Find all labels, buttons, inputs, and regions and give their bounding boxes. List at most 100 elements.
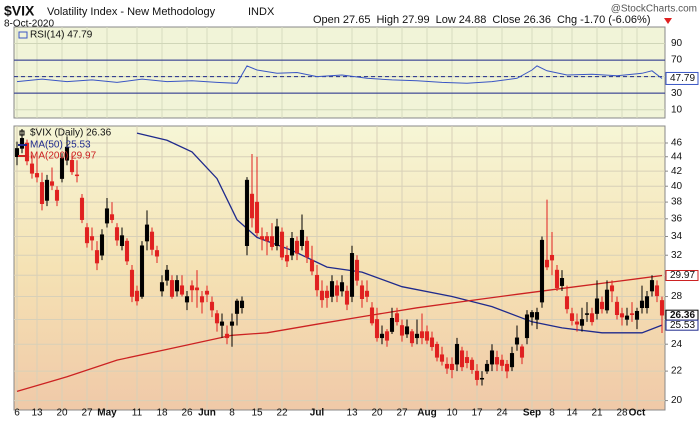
candle-body: [239, 300, 245, 309]
candle-body: [339, 282, 345, 292]
candle-body: [479, 377, 485, 380]
candle-body: [654, 285, 660, 297]
candle-body: [564, 296, 570, 310]
candle-body: [649, 280, 655, 292]
candle-body: [404, 326, 410, 335]
candle-body: [279, 231, 285, 258]
legend-entry: MA(200) 29.97: [30, 151, 97, 162]
x-tick-label: 20: [56, 408, 68, 419]
quote-value: 27.99: [402, 14, 430, 26]
candle-body: [89, 236, 95, 241]
candle-body: [454, 343, 460, 365]
candle-body: [499, 359, 505, 366]
candle-body: [319, 290, 325, 301]
candle-body: [119, 235, 125, 246]
x-tick-label: 24: [496, 408, 508, 419]
y-tick-label: 10: [671, 104, 683, 115]
candle-body: [164, 269, 170, 281]
candle-body: [139, 245, 145, 297]
candle-body: [619, 313, 625, 318]
candle-body: [394, 313, 400, 323]
candle-body: [334, 285, 340, 296]
y-tick-label: 34: [671, 231, 683, 242]
x-tick-label: 8: [549, 408, 555, 419]
candle-body: [214, 313, 220, 324]
candle-body: [229, 321, 235, 326]
candle-body: [39, 182, 45, 204]
candle-body: [354, 259, 360, 281]
candle-body: [399, 325, 405, 336]
quote-value: 27.65: [343, 14, 371, 26]
quote-value: 24.88: [459, 14, 487, 26]
candle-body: [574, 321, 580, 325]
candle-body: [384, 331, 390, 341]
candle-body: [29, 163, 35, 174]
price-panel: [13, 125, 666, 411]
x-tick-label: 27: [396, 408, 408, 419]
candle-body: [44, 179, 50, 201]
y-tick-label: 28: [671, 291, 683, 302]
candle-body: [199, 296, 205, 303]
line: [136, 132, 663, 334]
candle-body: [264, 236, 270, 242]
candle-body: [329, 281, 335, 297]
candle-body: [444, 363, 450, 369]
candle-body: [459, 350, 465, 368]
candle-body: [484, 363, 490, 372]
x-tick-label: 6: [14, 408, 20, 419]
y-tick-label: 32: [671, 250, 683, 261]
candle-body: [509, 353, 515, 368]
line: [16, 274, 663, 393]
candle-body: [114, 227, 120, 241]
candle-body: [489, 350, 495, 365]
candle-body: [554, 269, 560, 289]
candle-body: [159, 282, 165, 292]
y-tick-label: 90: [671, 38, 683, 49]
last-value-box: [665, 71, 699, 85]
candle-body: [659, 300, 665, 316]
candle-body: [524, 314, 530, 339]
exchange: INDX: [248, 6, 275, 18]
candle-body: [609, 285, 615, 292]
last-value: 25.53: [670, 320, 695, 331]
legend-entry: RSI(14) 47.79: [30, 30, 93, 41]
candle-body: [519, 346, 525, 358]
legend-swatch: [18, 31, 28, 39]
candle-body: [439, 354, 445, 362]
y-tick-label: 30: [671, 88, 683, 99]
candle-body: [304, 240, 310, 258]
candle-body: [429, 337, 435, 348]
x-tick-label: 14: [566, 408, 578, 419]
candle-body: [174, 280, 180, 292]
candle-body: [534, 312, 540, 320]
quote-label: Low: [436, 14, 456, 26]
candle-body: [419, 331, 425, 339]
candle-body: [474, 370, 480, 380]
x-tick-label: 18: [156, 408, 168, 419]
candle-body: [614, 301, 620, 315]
candle-body: [389, 318, 395, 332]
candle-body: [219, 321, 225, 326]
legend-entry: $VIX (Daily) 26.36: [30, 128, 112, 139]
candle-body: [274, 226, 280, 246]
quote-label: Chg: [557, 14, 577, 26]
x-tick-label: 15: [251, 408, 263, 419]
candle-body: [134, 290, 140, 302]
x-tick-label: Jun: [198, 408, 216, 419]
last-value-box: [665, 319, 699, 331]
candle-body: [434, 343, 440, 358]
candle-body: [544, 259, 550, 268]
candle-body: [349, 253, 355, 297]
candle-body: [579, 319, 585, 326]
security-name: Volatility Index - New Methodology: [47, 6, 216, 18]
candle-body: [504, 363, 510, 372]
candle-body: [204, 290, 210, 295]
candle-body: [379, 333, 385, 339]
y-tick-label: 44: [671, 151, 683, 162]
quote-label: High: [376, 14, 399, 26]
x-tick-label: Sep: [523, 408, 541, 419]
last-value: 26.36: [670, 310, 695, 321]
candle-body: [284, 254, 290, 262]
candle-body: [99, 234, 105, 256]
